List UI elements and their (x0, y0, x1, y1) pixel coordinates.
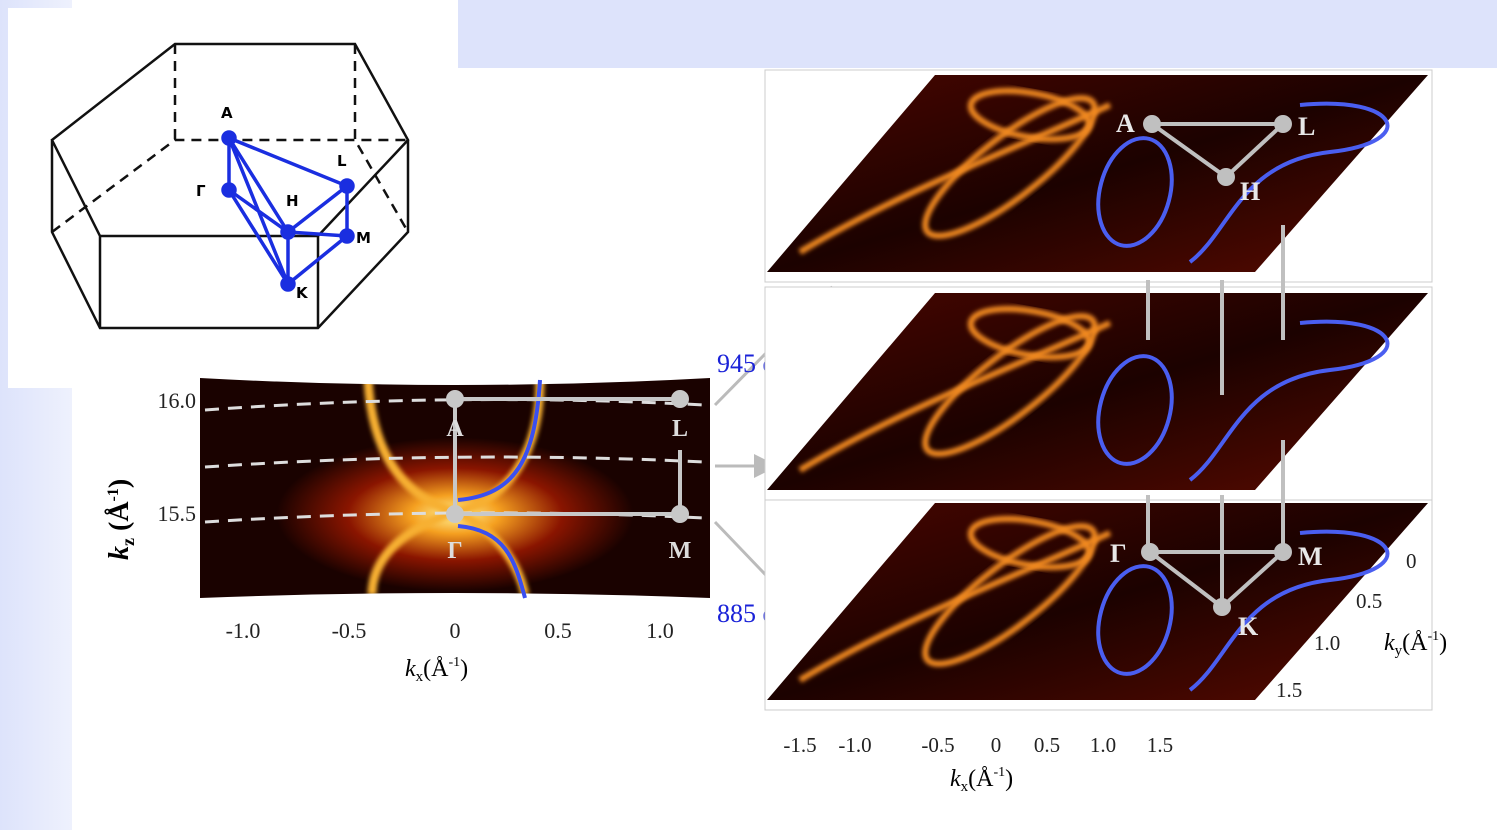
x-tick-label: 1.5 (1147, 733, 1173, 757)
label-part: ) (460, 656, 468, 682)
label-part: ) (1005, 766, 1013, 792)
point-label: A (221, 104, 233, 122)
point-label: M (356, 229, 371, 247)
sym-label: H (1240, 177, 1260, 206)
x-tick-label: -1.0 (838, 733, 871, 757)
x-tick-label: -0.5 (921, 733, 954, 757)
label-part: ) (104, 479, 135, 488)
sym-dot (673, 392, 687, 406)
sym-label: M (669, 538, 692, 564)
x-tick-label: 0 (450, 618, 461, 643)
fermi-maps (765, 70, 1432, 710)
sym-label: L (672, 416, 688, 442)
label-part: k (950, 766, 961, 792)
label-part: (Å (968, 766, 994, 792)
label-part: k (1384, 630, 1395, 656)
y-tick-label: 0.5 (1356, 589, 1382, 613)
point-dot (341, 230, 353, 242)
sym-label: Γ (447, 538, 462, 564)
sym-dot (1215, 600, 1229, 614)
x-tick-label: 0.5 (544, 618, 572, 643)
point-dot (223, 184, 235, 196)
label-part: -1 (1427, 629, 1439, 644)
x-axis-label: kx(Å-1) (405, 655, 468, 685)
sym-label: L (1298, 112, 1315, 141)
point-dot (282, 226, 294, 238)
label-part: z (118, 538, 138, 546)
y-axis-label: kz (Å-1) (104, 479, 138, 560)
point-dot (223, 132, 235, 144)
point-dot (282, 278, 294, 290)
x-tick-label: 0 (991, 733, 1002, 757)
x-tick-label: -1.0 (226, 618, 261, 643)
label-part: ) (1439, 630, 1447, 656)
sym-dot (1276, 545, 1290, 559)
label-part: -1 (448, 655, 460, 670)
point-dot (341, 180, 353, 192)
sym-dot (448, 507, 462, 521)
label-part: (Å (1402, 630, 1428, 656)
label-part: (Å (423, 656, 449, 682)
point-label: H (286, 192, 299, 210)
y-tick-label: 15.5 (158, 501, 197, 526)
label-part: -1 (105, 488, 122, 501)
point-label: L (337, 152, 347, 170)
y-tick-label: 1.5 (1276, 678, 1302, 702)
x-tick-label: -0.5 (332, 618, 367, 643)
y-tick-label: 0 (1406, 549, 1417, 573)
x-tick-label: 1.0 (1090, 733, 1116, 757)
x-tick-label: 1.0 (646, 618, 674, 643)
label-part: (Å (104, 501, 135, 538)
x-axis-label: kx(Å-1) (950, 765, 1013, 795)
label-part: k (104, 546, 135, 560)
sym-label: Γ (1110, 539, 1127, 568)
sym-label: A (446, 416, 464, 442)
x-tick-label: 0.5 (1034, 733, 1060, 757)
point-label: K (296, 284, 309, 302)
sym-dot (448, 392, 462, 406)
slide: A Γ H L M K A L Γ M 16.0 15.5 -1.0 -0.5 … (0, 0, 1497, 830)
label-part: -1 (993, 765, 1005, 780)
y-tick-label: 16.0 (158, 388, 197, 413)
y-tick-label: 1.0 (1314, 631, 1340, 655)
sym-label: M (1298, 542, 1323, 571)
sym-dot (1145, 117, 1159, 131)
kz-map: A L Γ M (200, 372, 710, 604)
x-tick-label: -1.5 (783, 733, 816, 757)
y-axis-label: ky(Å-1) (1384, 629, 1447, 659)
sym-label: A (1116, 109, 1135, 138)
sym-dot (673, 507, 687, 521)
sym-dot (1276, 117, 1290, 131)
sym-dot (1219, 170, 1233, 184)
point-label: Γ (196, 182, 206, 200)
sym-dot (1143, 545, 1157, 559)
sym-label: K (1238, 612, 1259, 641)
label-part: k (405, 656, 416, 682)
top-band (458, 0, 1497, 68)
slide-canvas: A Γ H L M K A L Γ M 16.0 15.5 -1.0 -0.5 … (0, 0, 1497, 830)
